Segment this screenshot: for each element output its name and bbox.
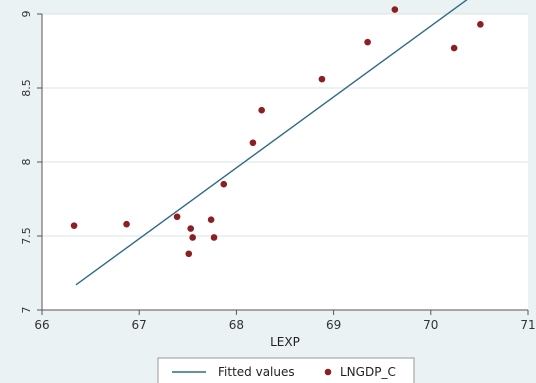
y-tick-label: 9 [20,11,33,18]
fitted-values-line [75,0,468,286]
data-point [391,6,399,13]
axes: 7 7.5 8 8.5 9 66 67 68 69 70 71 [20,11,536,333]
data-point [477,21,484,28]
data-point [187,225,195,232]
legend-marker-swatch [324,368,332,376]
y-tick-label: 8.5 [20,79,33,97]
x-tick-label: 69 [326,318,341,332]
y-tick-label: 8 [20,159,33,166]
legend-label-fitted-values: Fitted values [218,365,295,379]
data-point [364,38,371,46]
y-tick-label: 7.5 [20,227,33,245]
data-point [185,250,193,258]
legend-box [157,357,415,383]
data-point [123,220,130,228]
legend-label-lngdp-c: LNGDP_C [340,365,396,379]
data-point [207,216,215,224]
data-point [258,106,265,114]
y-tick-label: 7 [20,307,33,314]
data-point [249,139,257,147]
data-point [318,75,326,83]
data-point [220,180,228,188]
x-tick-label: 70 [423,318,438,332]
x-tick-label: 68 [229,318,244,332]
x-tick-label: 71 [520,318,535,332]
x-axis-label: LEXP [270,335,300,349]
x-tick-label: 67 [132,318,147,332]
series [70,0,484,286]
x-tick-label: 66 [34,318,49,332]
data-point [210,234,218,241]
legend: Fitted values LNGDP_C [157,357,415,383]
data-point [450,44,458,52]
data-point [70,222,78,229]
data-point [173,213,181,221]
data-point [189,234,196,241]
